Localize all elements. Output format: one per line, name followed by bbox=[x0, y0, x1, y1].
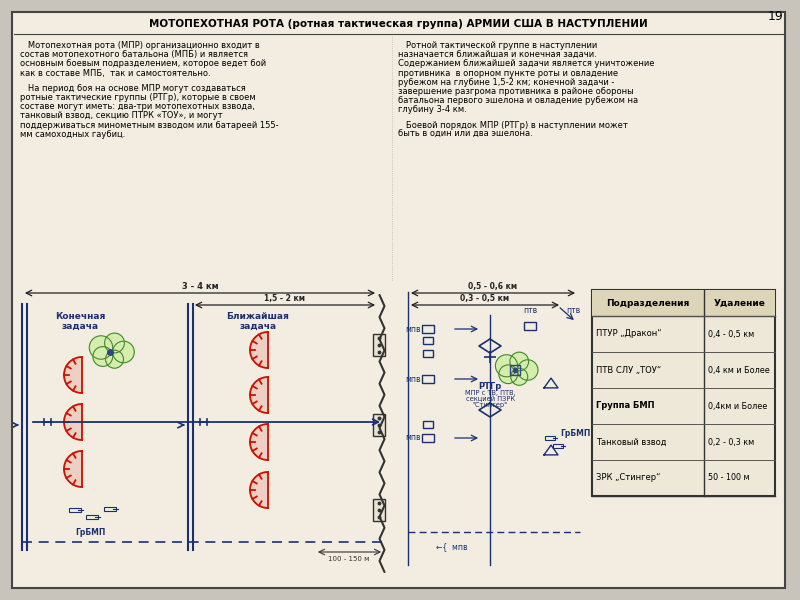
Bar bbox=[69, 508, 81, 512]
Bar bbox=[373, 334, 385, 356]
Text: 19: 19 bbox=[768, 10, 784, 23]
Bar bbox=[545, 436, 555, 440]
Bar bbox=[592, 290, 775, 316]
Bar bbox=[423, 421, 433, 427]
Text: Боевой порядок МПР (РТГр) в наступлении может: Боевой порядок МПР (РТГр) в наступлении … bbox=[398, 121, 628, 130]
Bar bbox=[423, 337, 433, 343]
Circle shape bbox=[510, 368, 528, 385]
Text: птв: птв bbox=[566, 306, 580, 315]
Text: 0,5 - 0,6 км: 0,5 - 0,6 км bbox=[469, 282, 518, 291]
Text: Группа БМП: Группа БМП bbox=[596, 401, 654, 410]
Text: Мотопехотная рота (МПР) организационно входит в: Мотопехотная рота (МПР) организационно в… bbox=[20, 41, 260, 50]
Text: ЗРК „Стингер“: ЗРК „Стингер“ bbox=[596, 473, 661, 482]
Text: 0,2 - 0,3 км: 0,2 - 0,3 км bbox=[708, 437, 754, 446]
Text: быть в один или два эшелона.: быть в один или два эшелона. bbox=[398, 130, 533, 139]
Text: Удаление: Удаление bbox=[714, 298, 766, 307]
Bar bbox=[592, 290, 775, 496]
Text: батальона первого эшелона и овладение рубежом на: батальона первого эшелона и овладение ру… bbox=[398, 96, 638, 105]
Text: состав мотопехотного батальона (МПБ) и является: состав мотопехотного батальона (МПБ) и я… bbox=[20, 50, 248, 59]
Circle shape bbox=[105, 333, 125, 353]
Text: завершение разгрома противника в районе обороны: завершение разгрома противника в районе … bbox=[398, 87, 634, 96]
Text: 0,4км и Более: 0,4км и Более bbox=[708, 401, 767, 410]
Text: танковый взвод, секцию ПТРК «ТОУ», и могут: танковый взвод, секцию ПТРК «ТОУ», и мог… bbox=[20, 112, 222, 121]
Text: птв: птв bbox=[523, 306, 537, 315]
Text: составе могут иметь: два-три мотопехотных взвода,: составе могут иметь: два-три мотопехотны… bbox=[20, 102, 255, 111]
Bar bbox=[553, 444, 563, 448]
Bar bbox=[422, 434, 434, 442]
Text: мпв: мпв bbox=[406, 325, 421, 334]
Circle shape bbox=[106, 350, 123, 368]
Circle shape bbox=[113, 341, 134, 363]
Polygon shape bbox=[64, 451, 82, 487]
Text: как в составе МПБ,  так и самостоятельно.: как в составе МПБ, так и самостоятельно. bbox=[20, 68, 210, 77]
Bar bbox=[104, 506, 116, 511]
Text: ротные тактические группы (РТГр), которые в своем: ротные тактические группы (РТГр), которы… bbox=[20, 93, 256, 102]
Text: Ближайшая
задача: Ближайшая задача bbox=[226, 312, 290, 331]
Text: 0,3 - 0,5 км: 0,3 - 0,5 км bbox=[461, 294, 510, 303]
Text: 3 - 4 км: 3 - 4 км bbox=[182, 282, 218, 291]
Bar bbox=[86, 515, 98, 520]
Text: ГрБМП: ГрБМП bbox=[560, 428, 590, 437]
Text: 0,4 км и Более: 0,4 км и Более bbox=[708, 365, 770, 374]
Text: Ротной тактической группе в наступлении: Ротной тактической группе в наступлении bbox=[398, 41, 598, 50]
Text: 50 - 100 м: 50 - 100 м bbox=[708, 473, 750, 482]
Polygon shape bbox=[250, 377, 268, 413]
Polygon shape bbox=[64, 357, 82, 393]
Text: противника  в опорном пункте роты и овладение: противника в опорном пункте роты и овлад… bbox=[398, 68, 618, 77]
Text: ГрБМП: ГрБМП bbox=[75, 528, 105, 537]
Text: РТГр: РТГр bbox=[478, 382, 502, 391]
Circle shape bbox=[499, 365, 518, 383]
Text: основным боевым подразделением, которое ведет бой: основным боевым подразделением, которое … bbox=[20, 59, 266, 68]
Text: Конечная
задача: Конечная задача bbox=[55, 312, 105, 331]
Text: мпв: мпв bbox=[406, 374, 421, 383]
Text: "Стингер": "Стингер" bbox=[473, 402, 507, 408]
Bar bbox=[422, 325, 434, 333]
Text: ПТУР „Дракон“: ПТУР „Дракон“ bbox=[596, 329, 662, 338]
Bar bbox=[524, 322, 536, 330]
Circle shape bbox=[510, 352, 529, 371]
Polygon shape bbox=[250, 424, 268, 460]
Text: поддерживаться минометным взводом или батареей 155-: поддерживаться минометным взводом или ба… bbox=[20, 121, 278, 130]
Polygon shape bbox=[64, 404, 82, 440]
Text: мм самоходных гаубиц.: мм самоходных гаубиц. bbox=[20, 130, 126, 139]
Text: рубежом на глубине 1,5-2 км; конечной задачи -: рубежом на глубине 1,5-2 км; конечной за… bbox=[398, 78, 614, 87]
Text: глубину 3-4 км.: глубину 3-4 км. bbox=[398, 106, 466, 115]
Text: 0,4 - 0,5 км: 0,4 - 0,5 км bbox=[708, 329, 754, 338]
Polygon shape bbox=[250, 332, 268, 368]
Text: МПР с ТВ, ПТВ,: МПР с ТВ, ПТВ, bbox=[465, 390, 515, 396]
Bar bbox=[373, 499, 385, 521]
Text: секцией ПЗРК: секцией ПЗРК bbox=[466, 396, 514, 403]
Text: назначается ближайшая и конечная задачи.: назначается ближайшая и конечная задачи. bbox=[398, 50, 597, 59]
Polygon shape bbox=[250, 472, 268, 508]
Circle shape bbox=[90, 336, 113, 359]
Text: ПТВ СЛУ „ТОУ“: ПТВ СЛУ „ТОУ“ bbox=[596, 365, 662, 374]
Text: Подразделения: Подразделения bbox=[606, 298, 690, 307]
Text: Танковый взвод: Танковый взвод bbox=[596, 437, 666, 446]
Bar bbox=[422, 375, 434, 383]
Text: ←{  мпв: ←{ мпв bbox=[436, 542, 467, 551]
Text: 100 - 150 м: 100 - 150 м bbox=[328, 556, 370, 562]
Text: мпв: мпв bbox=[406, 433, 421, 443]
Bar bbox=[510, 365, 520, 375]
Text: Содержанием ближайшей задачи является уничтожение: Содержанием ближайшей задачи является ун… bbox=[398, 59, 654, 68]
Bar bbox=[373, 414, 385, 436]
Text: 1,5 - 2 км: 1,5 - 2 км bbox=[265, 294, 306, 303]
Circle shape bbox=[495, 355, 518, 377]
Circle shape bbox=[93, 347, 113, 367]
Text: На период боя на основе МПР могут создаваться: На период боя на основе МПР могут создав… bbox=[20, 84, 246, 93]
Text: МОТОПЕХОТНАЯ РОТА (ротная тактическая группа) АРМИИ США В НАСТУПЛЕНИИ: МОТОПЕХОТНАЯ РОТА (ротная тактическая гр… bbox=[149, 19, 647, 29]
Circle shape bbox=[518, 360, 538, 380]
Bar bbox=[423, 349, 433, 356]
